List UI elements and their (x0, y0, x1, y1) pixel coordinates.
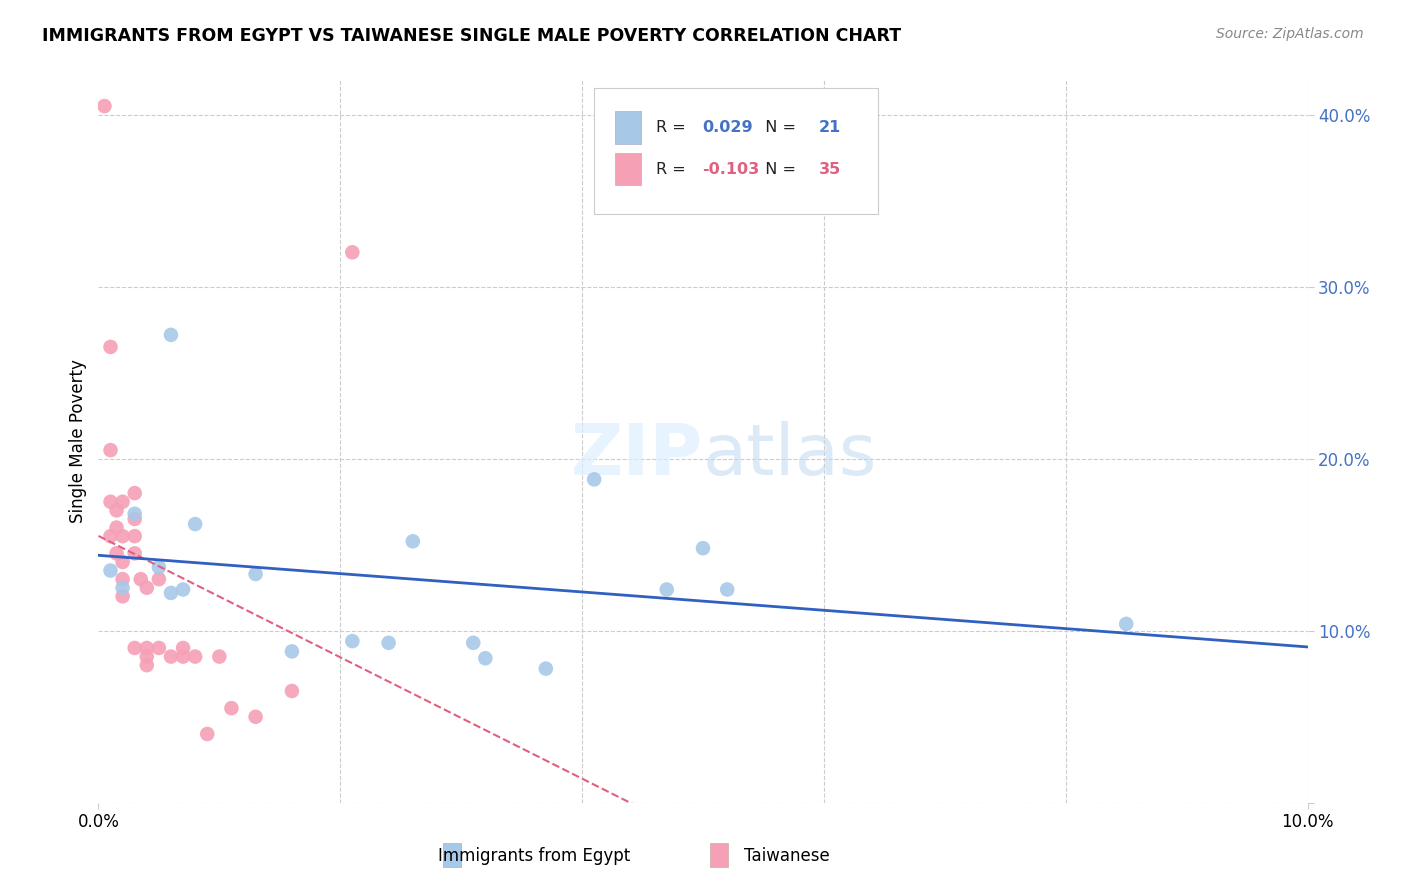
Point (100, 529, 122, 543)
Point (100, 340, 122, 354)
Point (172, 582, 194, 597)
Point (463, 636, 485, 650)
Point (105, 546, 128, 560)
Point (716, 582, 738, 597)
Point (172, 649, 194, 664)
Point (342, 245, 364, 260)
Point (184, 649, 207, 664)
Point (221, 701, 243, 715)
FancyBboxPatch shape (614, 153, 641, 186)
Point (474, 651, 496, 665)
Text: N =: N = (755, 120, 801, 135)
FancyBboxPatch shape (595, 87, 879, 214)
Point (111, 529, 134, 543)
Text: R =: R = (655, 161, 690, 177)
Point (583, 472, 606, 486)
Text: 21: 21 (820, 120, 841, 135)
Text: 35: 35 (820, 161, 841, 177)
Point (245, 710, 267, 724)
Point (105, 503, 128, 517)
FancyBboxPatch shape (710, 843, 728, 867)
Point (111, 572, 134, 586)
Point (100, 494, 122, 508)
Text: Immigrants from Egypt: Immigrants from Egypt (439, 847, 630, 865)
Point (160, 649, 183, 664)
Point (655, 582, 678, 597)
Point (111, 494, 134, 508)
Text: -0.103: -0.103 (702, 161, 759, 177)
FancyBboxPatch shape (614, 111, 641, 144)
Text: 0.029: 0.029 (702, 120, 752, 135)
Point (100, 443, 122, 458)
Text: IMMIGRANTS FROM EGYPT VS TAIWANESE SINGLE MALE POVERTY CORRELATION CHART: IMMIGRANTS FROM EGYPT VS TAIWANESE SINGL… (42, 27, 901, 45)
Point (281, 684, 304, 698)
Point (195, 727, 218, 741)
Point (184, 517, 207, 532)
Point (111, 590, 134, 604)
Point (160, 586, 183, 600)
Point (135, 581, 157, 595)
Point (93, 99, 115, 113)
Point (129, 572, 152, 586)
Text: Taiwanese: Taiwanese (745, 847, 830, 865)
Text: Source: ZipAtlas.com: Source: ZipAtlas.com (1216, 27, 1364, 41)
Point (124, 486, 146, 500)
Point (135, 640, 157, 655)
Text: R =: R = (655, 120, 690, 135)
Point (111, 581, 134, 595)
Point (377, 636, 399, 650)
Point (692, 541, 714, 556)
Point (105, 520, 128, 534)
Point (100, 564, 122, 578)
FancyBboxPatch shape (443, 843, 461, 867)
Point (124, 529, 146, 543)
Point (124, 546, 146, 560)
Point (160, 327, 183, 342)
Text: atlas: atlas (703, 422, 877, 491)
Point (124, 507, 146, 521)
Point (281, 644, 304, 658)
Point (402, 534, 425, 549)
Point (148, 640, 170, 655)
Point (208, 649, 231, 664)
Point (1115, 616, 1137, 631)
Point (148, 560, 170, 574)
Point (148, 572, 170, 586)
Point (111, 555, 134, 569)
Point (534, 662, 557, 676)
Text: ZIP: ZIP (571, 422, 703, 491)
Point (172, 640, 194, 655)
Point (135, 658, 157, 673)
Point (342, 634, 364, 648)
Text: N =: N = (755, 161, 801, 177)
Y-axis label: Single Male Poverty: Single Male Poverty (69, 359, 87, 524)
Point (124, 640, 146, 655)
Point (135, 649, 157, 664)
Point (245, 567, 267, 582)
Point (124, 512, 146, 526)
